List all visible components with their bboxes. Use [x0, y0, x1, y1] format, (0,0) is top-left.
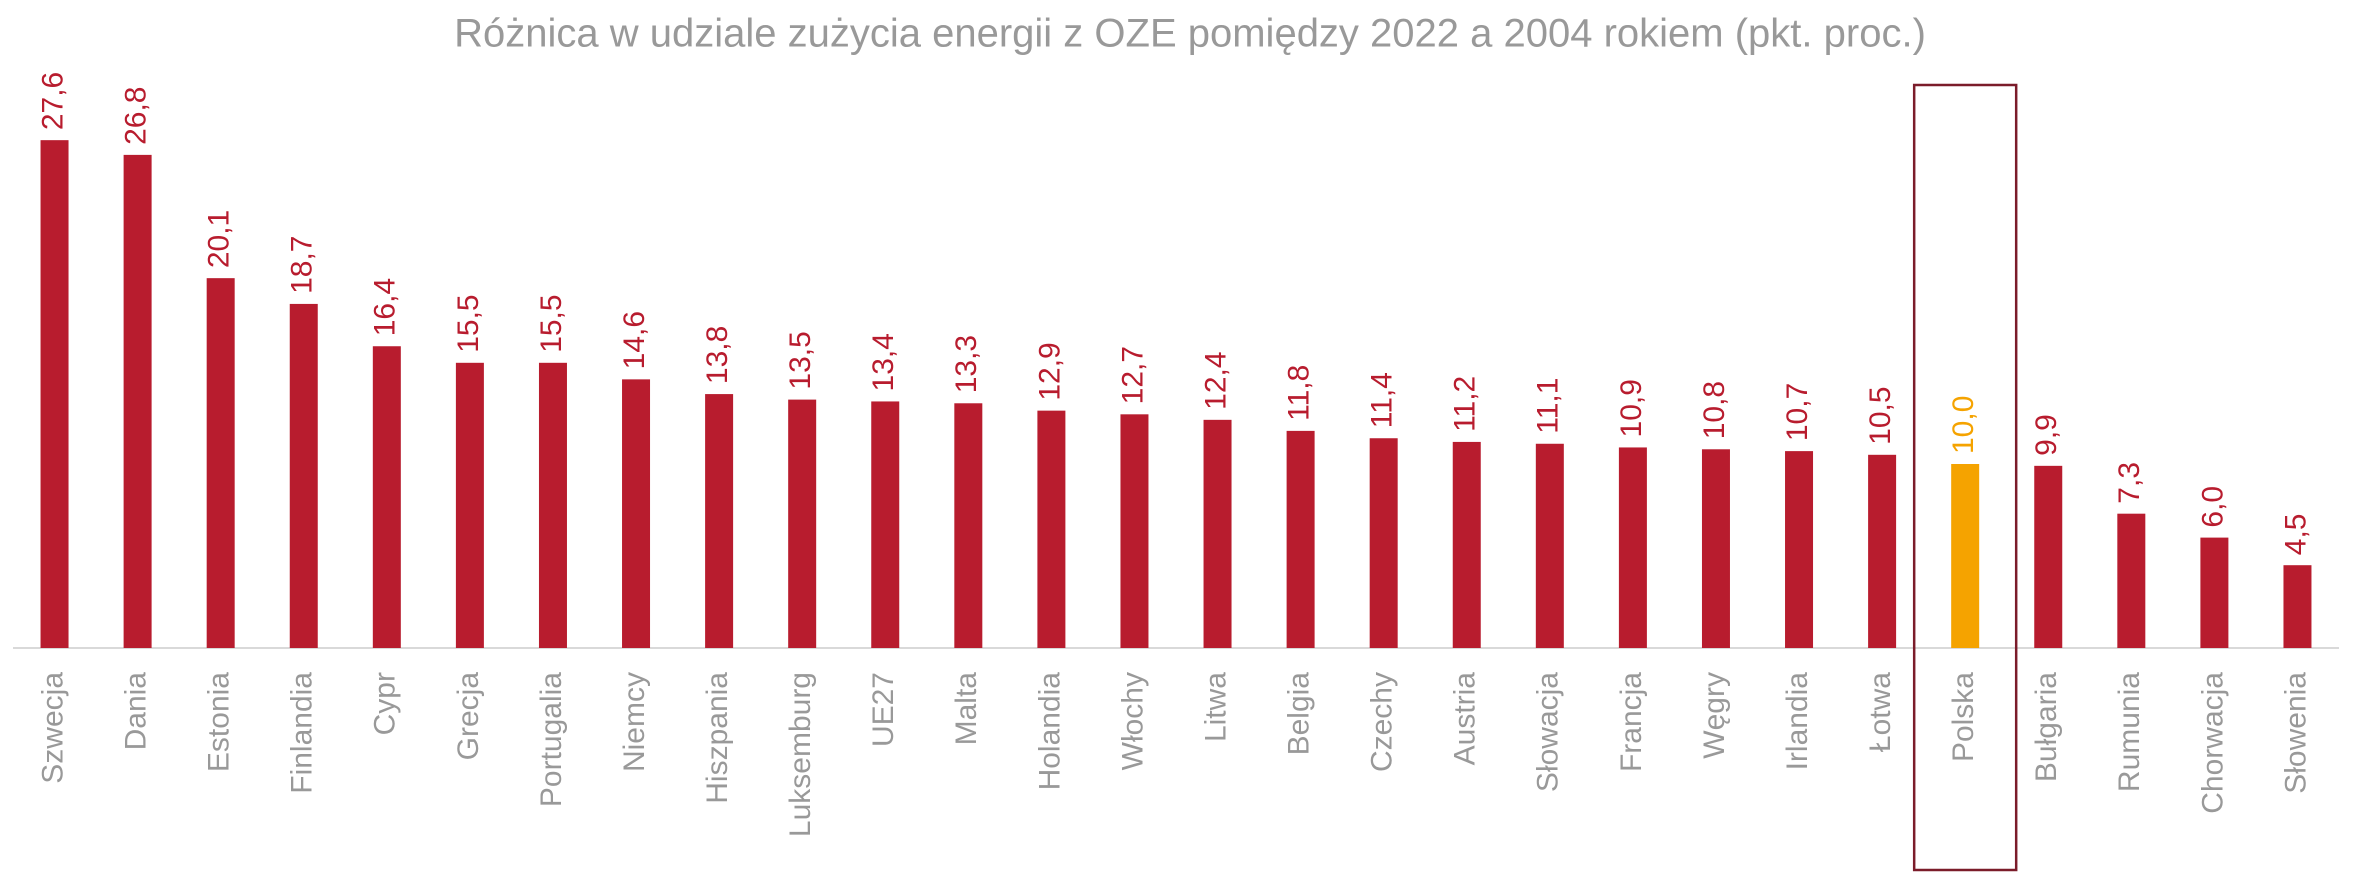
value-label: 15,5 [452, 294, 485, 352]
value-label: 10,7 [1781, 383, 1814, 441]
bar [40, 140, 69, 648]
x-tick-label: Francja [1615, 672, 1648, 772]
bar [1120, 414, 1149, 648]
bar [1203, 419, 1232, 648]
x-tick-label: Portugalia [535, 672, 568, 807]
value-label: 10,0 [1947, 396, 1980, 454]
value-label: 26,8 [120, 86, 153, 144]
bar [1618, 447, 1647, 648]
value-label: 13,4 [867, 333, 900, 391]
x-tick-label: Austria [1449, 672, 1482, 766]
x-tick-label: Chorwacja [2196, 672, 2229, 814]
x-tick-label: Słowenia [2279, 672, 2312, 794]
bar [372, 346, 401, 648]
bar [1452, 441, 1481, 648]
bar [206, 278, 235, 648]
bar [1286, 430, 1315, 648]
value-label: 4,5 [2279, 513, 2312, 555]
x-tick-label: Niemcy [618, 672, 651, 772]
value-label: 12,9 [1033, 342, 1066, 400]
value-label: 11,8 [1283, 365, 1316, 421]
bar [1951, 464, 1980, 648]
bar [455, 362, 484, 648]
bar [788, 399, 817, 648]
bar [2200, 537, 2229, 648]
highlight-box [1912, 83, 2018, 872]
value-label: 13,8 [701, 326, 734, 384]
x-tick-label: Łotwa [1864, 672, 1897, 752]
x-tick-label: Bułgaria [2030, 672, 2063, 782]
bar [1037, 410, 1066, 648]
bar [1785, 451, 1814, 648]
bar [1369, 438, 1398, 648]
value-label: 13,5 [784, 331, 817, 389]
value-label: 12,7 [1116, 346, 1149, 404]
x-tick-label: Luksemburg [784, 672, 817, 837]
x-tick-label: Polska [1947, 672, 1980, 762]
bar [2117, 513, 2146, 648]
value-label: 18,7 [286, 236, 319, 294]
value-label: 9,9 [2030, 414, 2063, 456]
x-tick-label: Rumunia [2113, 672, 2146, 792]
value-label: 11,1 [1532, 378, 1565, 434]
x-tick-label: Czechy [1366, 672, 1399, 772]
bar [954, 403, 983, 648]
x-tick-label: Estonia [203, 672, 236, 772]
value-label: 10,5 [1864, 386, 1897, 444]
value-label: 12,4 [1199, 351, 1232, 409]
bar [871, 401, 900, 648]
bar [123, 154, 152, 648]
x-tick-label: Finlandia [286, 672, 319, 794]
bar [1535, 443, 1564, 648]
bar [289, 303, 318, 648]
value-label: 13,3 [950, 335, 983, 393]
x-tick-label: Hiszpania [701, 672, 734, 804]
value-label: 15,5 [535, 294, 568, 352]
x-tick-label: Irlandia [1781, 672, 1814, 771]
bar [1701, 449, 1730, 648]
x-tick-label: Malta [950, 672, 983, 746]
x-tick-label: Grecja [452, 672, 485, 761]
bar [538, 362, 567, 648]
x-tick-label: Włochy [1116, 672, 1149, 770]
x-tick-label: Szwecja [36, 672, 69, 784]
value-label: 20,1 [203, 210, 236, 268]
value-label: 11,2 [1449, 376, 1482, 432]
x-tick-label: Cypr [369, 672, 402, 735]
value-label: 6,0 [2196, 486, 2229, 528]
value-label: 16,4 [369, 278, 402, 336]
value-label: 10,9 [1615, 379, 1648, 437]
x-tick-label: Belgia [1283, 672, 1316, 756]
bar [2283, 565, 2312, 648]
bar [2034, 465, 2063, 648]
bar [1868, 454, 1897, 648]
value-label: 10,8 [1698, 381, 1731, 439]
x-tick-label: Dania [120, 672, 153, 751]
value-label: 14,6 [618, 311, 651, 369]
x-tick-label: Węgry [1698, 672, 1731, 759]
value-label: 27,6 [36, 72, 69, 130]
chart-title: Różnica w udziale zużycia energii z OZE … [454, 12, 1926, 56]
x-tick-label: Słowacja [1532, 672, 1565, 792]
x-tick-label: Holandia [1033, 672, 1066, 791]
value-label: 11,4 [1366, 372, 1399, 428]
bar [622, 379, 651, 648]
x-tick-label: Litwa [1199, 672, 1232, 742]
value-label: 7,3 [2113, 462, 2146, 504]
bar [705, 394, 734, 648]
x-tick-label: UE27 [867, 672, 900, 747]
